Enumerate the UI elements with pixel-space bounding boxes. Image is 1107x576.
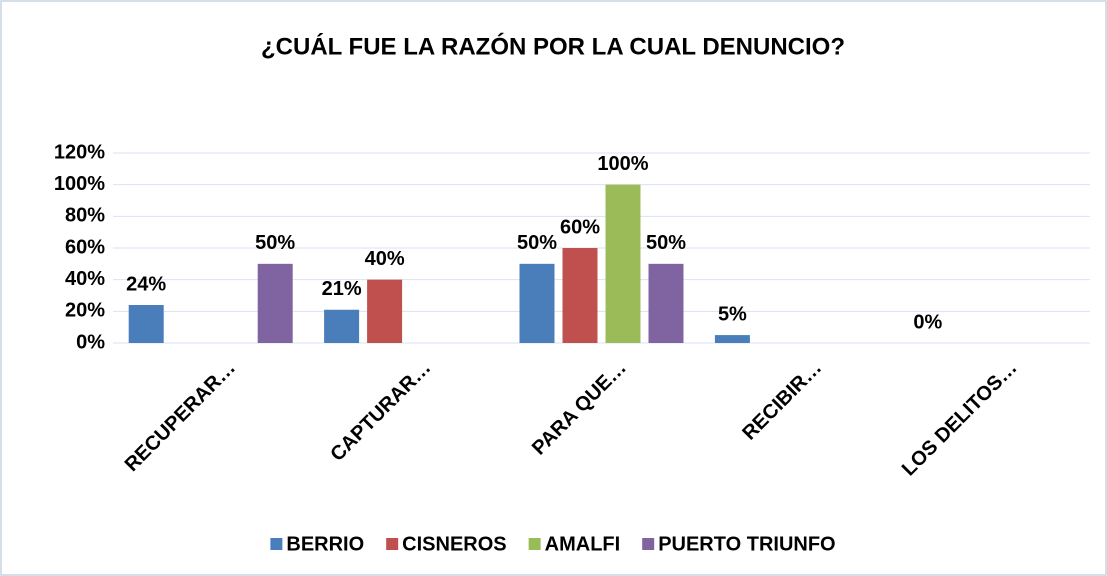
legend-swatch	[386, 538, 399, 550]
bar	[128, 305, 164, 343]
legend-swatch	[642, 538, 655, 550]
legend-swatch	[270, 538, 283, 550]
bar	[324, 309, 360, 343]
data-label: 40%	[365, 248, 405, 270]
bar	[714, 335, 750, 343]
data-label: 24%	[126, 273, 166, 295]
data-label: 50%	[517, 232, 557, 254]
bar	[562, 248, 598, 343]
legend-label: AMALFI	[545, 533, 621, 555]
legend-label: BERRIO	[286, 533, 364, 555]
y-tick-label: 20%	[65, 300, 105, 322]
y-tick-label: 80%	[65, 205, 105, 227]
chart-title: ¿CUÁL FUE LA RAZÓN POR LA CUAL DENUNCIO?	[261, 32, 845, 60]
y-tick-label: 40%	[65, 268, 105, 290]
data-label: 50%	[255, 232, 295, 254]
data-label: 0%	[913, 311, 942, 333]
bar	[519, 263, 555, 343]
y-tick-label: 100%	[54, 173, 105, 195]
y-tick-label: 0%	[76, 331, 105, 353]
data-label: 50%	[646, 232, 686, 254]
legend-label: CISNEROS	[402, 533, 506, 555]
y-tick-label: 120%	[54, 141, 105, 163]
bar	[648, 263, 684, 343]
data-label: 5%	[718, 303, 747, 325]
legend-swatch	[528, 538, 541, 550]
bar	[367, 279, 403, 343]
bar	[605, 184, 641, 343]
data-label: 60%	[560, 216, 600, 238]
legend-label: PUERTO TRIUNFO	[658, 533, 835, 555]
data-label: 100%	[597, 153, 648, 175]
y-tick-label: 60%	[65, 236, 105, 258]
bar	[257, 263, 293, 343]
data-label: 21%	[322, 278, 362, 300]
